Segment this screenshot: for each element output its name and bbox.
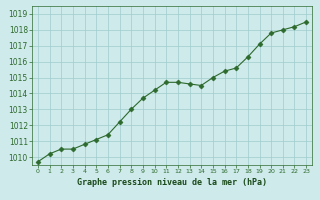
- X-axis label: Graphe pression niveau de la mer (hPa): Graphe pression niveau de la mer (hPa): [77, 178, 267, 187]
